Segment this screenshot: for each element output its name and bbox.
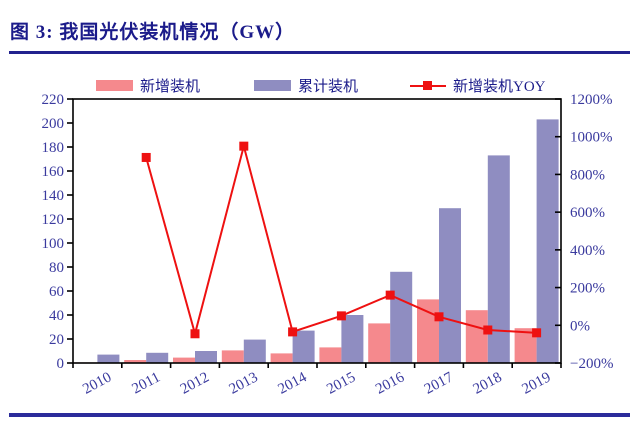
bar-cumulative-2011 — [146, 352, 169, 363]
left-axis-tick-label: 20 — [49, 332, 64, 348]
left-axis-tick-label: 220 — [42, 92, 65, 108]
yoy-marker-2015 — [336, 311, 346, 321]
right-axis-tick-label: 800% — [570, 167, 605, 183]
yoy-marker-2019 — [532, 328, 542, 338]
yoy-marker-2014 — [288, 327, 298, 337]
bottom-rule — [9, 413, 630, 417]
x-axis-label-2019: 2019 — [519, 369, 553, 397]
x-axis-label-2018: 2018 — [471, 369, 505, 397]
yoy-marker-2013 — [239, 141, 249, 151]
left-axis-tick-label: 100 — [42, 236, 65, 252]
title-rule — [9, 51, 630, 54]
chart-legend: 新增装机 累计装机 新增装机YOY — [0, 74, 640, 96]
left-axis-tick-label: 180 — [42, 140, 65, 156]
yoy-swatch-marker-icon — [423, 80, 432, 90]
bar-cumulative-2019 — [536, 119, 559, 364]
left-axis-tick-label: 40 — [49, 308, 64, 324]
legend-item-yoy: 新增装机YOY — [410, 74, 546, 96]
bar-cumulative-2012 — [195, 351, 217, 363]
right-axis-tick-label: 1000% — [570, 130, 613, 146]
legend-item-cumulative: 累计装机 — [254, 74, 358, 96]
bar-new-2014 — [270, 353, 293, 363]
bar-cumulative-2017 — [439, 208, 461, 363]
bar-new-2013 — [221, 350, 244, 363]
legend-label: 新增装机YOY — [453, 78, 546, 95]
bar-new-2012 — [173, 357, 195, 363]
right-axis-tick-label: 400% — [570, 243, 605, 259]
x-axis-label-2015: 2015 — [324, 369, 358, 397]
right-axis-tick-label: 0% — [570, 318, 590, 334]
yoy-marker-2011 — [141, 152, 151, 162]
bar-cumulative-2016 — [390, 271, 413, 363]
yoy-marker-2018 — [483, 325, 493, 335]
legend-label: 累计装机 — [298, 78, 359, 95]
x-axis-label-2012: 2012 — [178, 369, 212, 397]
x-axis-label-2011: 2011 — [130, 369, 164, 397]
x-axis-label-2017: 2017 — [422, 369, 456, 397]
bar-cumulative-2014 — [292, 330, 315, 363]
yoy-marker-2017 — [434, 312, 444, 322]
right-axis-tick-label: 600% — [570, 205, 605, 221]
bar-new-2019 — [514, 328, 537, 363]
left-axis-tick-label: 60 — [49, 284, 64, 300]
x-axis-label-2010: 2010 — [80, 369, 114, 397]
yoy-marker-2016 — [385, 290, 395, 300]
bar-cumulative-2018 — [487, 155, 510, 363]
right-axis-tick-label: −200% — [570, 356, 613, 372]
right-axis-tick-label: 200% — [570, 281, 605, 297]
left-axis-tick-label: 80 — [49, 260, 64, 276]
figure-title: 图 3: 我国光伏装机情况（GW） — [10, 22, 296, 43]
bar-new-2018 — [465, 310, 488, 363]
cumulative-swatch — [254, 79, 291, 91]
yoy-line-swatch — [410, 80, 446, 91]
left-axis-tick-label: 120 — [42, 212, 65, 228]
bar-cumulative-2010 — [97, 354, 120, 363]
x-axis-label-2013: 2013 — [227, 369, 261, 397]
left-axis-tick-label: 0 — [57, 356, 65, 372]
bar-new-2015 — [319, 347, 342, 363]
legend-label: 新增装机 — [140, 78, 201, 95]
left-axis-tick-label: 140 — [42, 188, 65, 204]
bar-new-2011 — [124, 360, 147, 363]
x-axis-label-2016: 2016 — [373, 369, 407, 397]
legend-item-new-installs: 新增装机 — [96, 74, 200, 96]
left-axis-tick-label: 160 — [42, 164, 65, 180]
left-axis-tick-label: 200 — [42, 116, 65, 132]
yoy-line — [145, 142, 537, 338]
bar-cumulative-2015 — [341, 315, 364, 363]
right-axis-tick-label: 1200% — [570, 92, 613, 108]
x-axis-label-2014: 2014 — [275, 369, 309, 397]
yoy-marker-2012 — [190, 329, 200, 339]
new-installs-swatch — [96, 79, 133, 91]
bar-new-2016 — [368, 323, 391, 363]
bar-cumulative-2013 — [243, 339, 266, 363]
